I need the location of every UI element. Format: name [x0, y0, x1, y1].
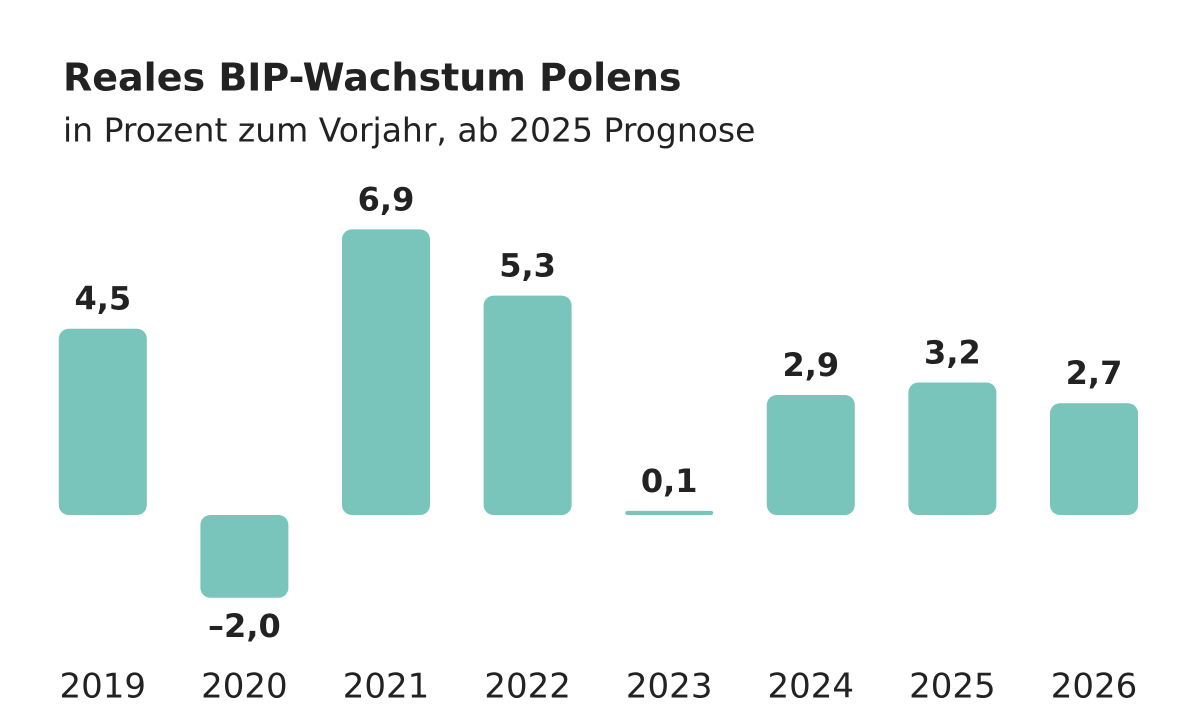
- chart-title: Reales BIP-Wachstum Polens: [63, 56, 682, 100]
- value-label: 2,7: [1066, 354, 1123, 392]
- bar: [766, 394, 855, 515]
- bar: [1050, 403, 1138, 515]
- value-label: 2,9: [782, 346, 839, 384]
- x-tick-label: 2024: [768, 667, 855, 707]
- value-label: 3,2: [924, 334, 981, 372]
- bar: [58, 328, 147, 515]
- bar: [342, 229, 430, 515]
- value-label: 4,5: [74, 280, 131, 318]
- value-label: 0,1: [641, 462, 698, 500]
- value-label: 6,9: [358, 180, 415, 218]
- x-tick-label: 2026: [1051, 667, 1138, 707]
- value-label: –2,0: [208, 607, 281, 645]
- x-tick-label: 2019: [60, 667, 147, 707]
- bar: [625, 510, 714, 515]
- x-tick-label: 2021: [343, 667, 430, 707]
- bar: [200, 515, 289, 598]
- x-tick-label: 2022: [484, 667, 571, 707]
- chart-subtitle: in Prozent zum Vorjahr, ab 2025 Prognose: [63, 111, 755, 150]
- value-label: 5,3: [499, 247, 556, 285]
- x-tick-label: 2025: [909, 667, 996, 707]
- x-tick-label: 2023: [626, 667, 713, 707]
- bar: [483, 295, 572, 515]
- x-tick-label: 2020: [201, 667, 288, 707]
- bar: [908, 382, 997, 515]
